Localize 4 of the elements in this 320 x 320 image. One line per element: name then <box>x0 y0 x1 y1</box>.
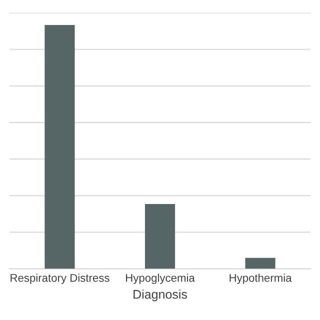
x-tick-label: Hypothermia <box>230 274 292 284</box>
x-tick-label: Hypoglycemia <box>126 274 195 284</box>
x-tick-label: Respiratory Distress <box>10 274 110 284</box>
x-axis-title: Diagnosis <box>134 290 187 302</box>
